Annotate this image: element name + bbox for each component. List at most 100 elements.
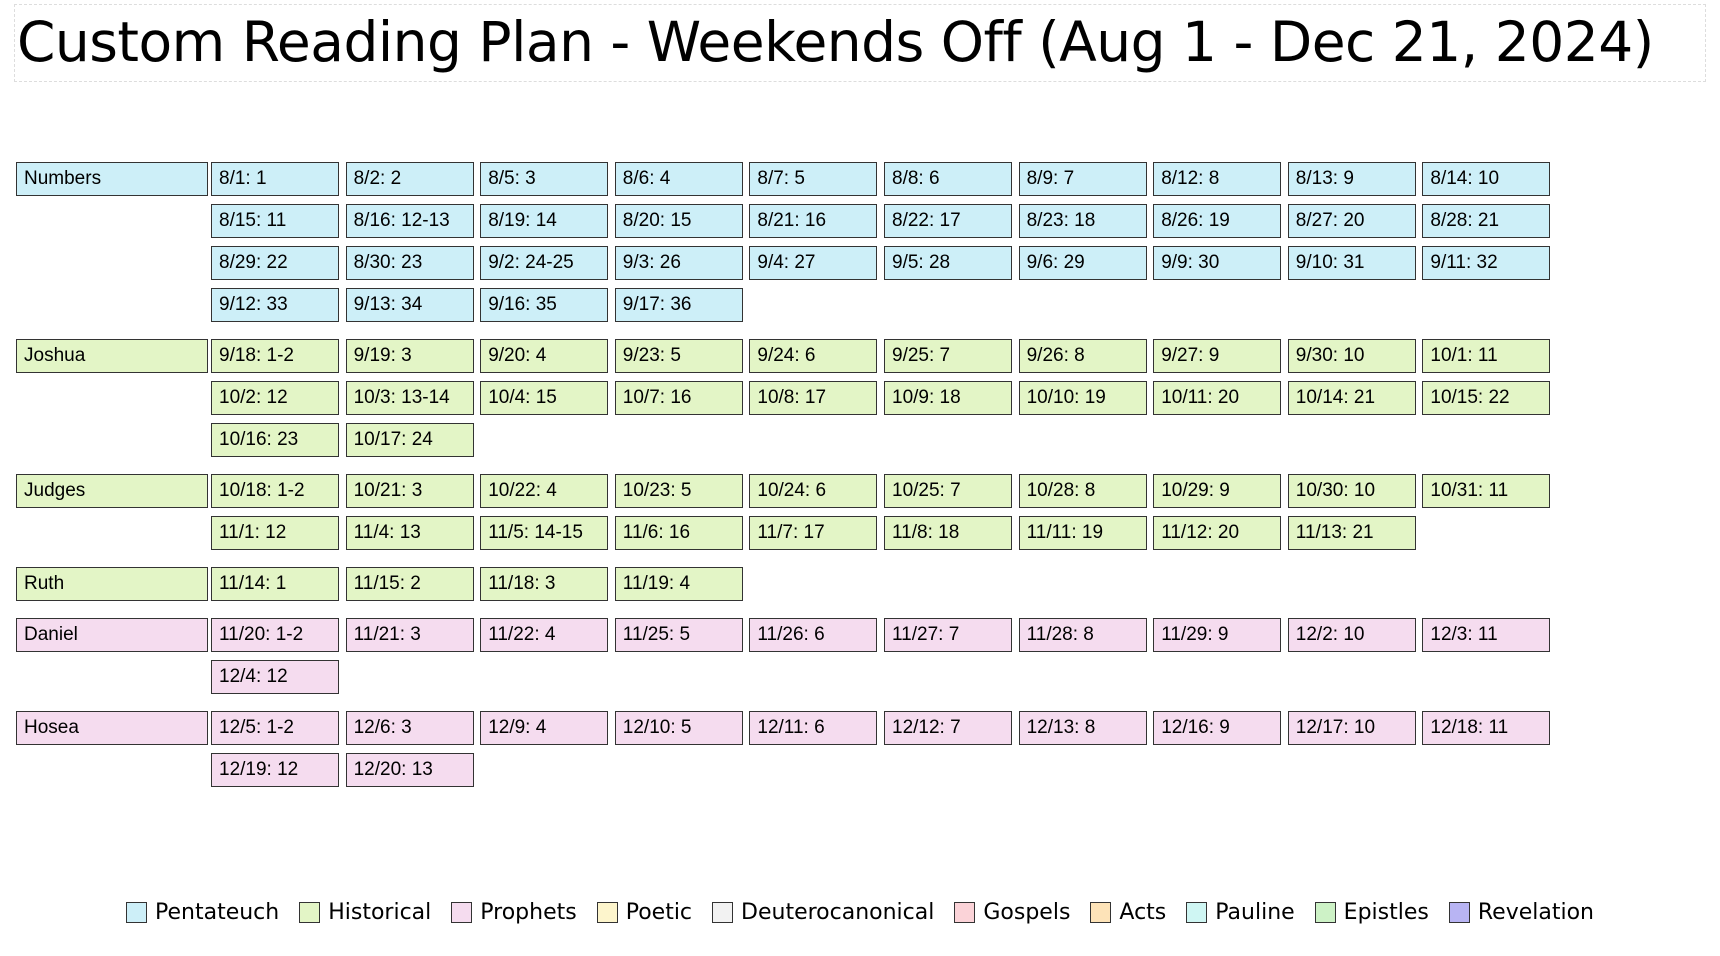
reading-cell: 8/8: 6 — [884, 162, 1012, 196]
reading-cell: 10/7: 16 — [614, 381, 743, 415]
reading-cell: 9/5: 28 — [884, 246, 1012, 280]
reading-cell: 8/27: 20 — [1287, 204, 1416, 238]
legend-item-acts: Acts — [1090, 900, 1166, 925]
legend-swatch — [299, 902, 321, 923]
book-label-daniel: Daniel — [16, 618, 208, 652]
legend-label: Historical — [328, 900, 432, 925]
reading-cell: 8/23: 18 — [1018, 204, 1147, 238]
reading-cell: 11/22: 4 — [480, 618, 609, 652]
reading-cell: 11/6: 16 — [614, 516, 743, 550]
reading-cell: 8/2: 2 — [345, 162, 474, 196]
reading-cell: 8/14: 10 — [1422, 162, 1551, 196]
reading-cell: 10/4: 15 — [480, 381, 609, 415]
legend-item-pentateuch: Pentateuch — [126, 900, 279, 925]
reading-cell: 11/11: 19 — [1018, 516, 1147, 550]
reading-cell: 11/27: 7 — [884, 618, 1012, 652]
reading-cell: 8/28: 21 — [1422, 204, 1551, 238]
reading-cell: 12/3: 11 — [1422, 618, 1551, 652]
title-box: Custom Reading Plan - Weekends Off (Aug … — [14, 4, 1706, 82]
reading-cell: 9/26: 8 — [1018, 339, 1147, 373]
reading-cell: 12/9: 4 — [480, 711, 609, 745]
reading-cell: 12/6: 3 — [345, 711, 474, 745]
legend-label: Revelation — [1477, 900, 1594, 925]
reading-cell: 9/19: 3 — [345, 339, 474, 373]
legend-item-pauline: Pauline — [1186, 900, 1295, 925]
reading-cell: 11/4: 13 — [345, 516, 474, 550]
reading-cell: 11/28: 8 — [1018, 618, 1147, 652]
legend-label: Gospels — [983, 900, 1071, 925]
book-label-ruth: Ruth — [16, 567, 208, 601]
reading-cell: 12/13: 8 — [1018, 711, 1147, 745]
reading-cell: 9/20: 4 — [480, 339, 609, 373]
reading-cell: 10/1: 11 — [1422, 339, 1551, 373]
reading-cell: 8/19: 14 — [480, 204, 609, 238]
reading-cell: 10/22: 4 — [480, 474, 609, 508]
book-label-judges: Judges — [16, 474, 208, 508]
reading-cell: 11/18: 3 — [480, 567, 609, 601]
reading-cell: 8/22: 17 — [884, 204, 1012, 238]
reading-cell: 8/16: 12-13 — [345, 204, 474, 238]
reading-cell: 11/12: 20 — [1153, 516, 1282, 550]
reading-cell: 9/12: 33 — [211, 288, 339, 322]
legend-swatch — [1090, 902, 1112, 923]
page-title: Custom Reading Plan - Weekends Off (Aug … — [17, 10, 1654, 74]
reading-cell: 11/15: 2 — [345, 567, 474, 601]
reading-cell: 11/20: 1-2 — [211, 618, 339, 652]
reading-cell: 8/29: 22 — [211, 246, 339, 280]
reading-cell: 10/24: 6 — [749, 474, 878, 508]
reading-cell: 8/1: 1 — [211, 162, 339, 196]
reading-cell: 9/18: 1-2 — [211, 339, 339, 373]
legend-label: Deuterocanonical — [741, 900, 935, 925]
legend-swatch — [1448, 902, 1470, 923]
legend-item-revelation: Revelation — [1448, 900, 1594, 925]
reading-cell: 10/11: 20 — [1153, 381, 1282, 415]
reading-cell: 10/31: 11 — [1422, 474, 1551, 508]
reading-cell: 12/16: 9 — [1153, 711, 1282, 745]
reading-cell: 12/17: 10 — [1287, 711, 1416, 745]
reading-cell: 9/13: 34 — [345, 288, 474, 322]
reading-cell: 11/26: 6 — [749, 618, 878, 652]
reading-cell: 10/15: 22 — [1422, 381, 1551, 415]
reading-cell: 9/17: 36 — [614, 288, 743, 322]
legend-swatch — [596, 902, 618, 923]
reading-cell: 10/8: 17 — [749, 381, 878, 415]
reading-cell: 8/7: 5 — [749, 162, 878, 196]
legend-swatch — [1314, 902, 1336, 923]
legend-label: Poetic — [625, 900, 693, 925]
reading-cell: 12/2: 10 — [1287, 618, 1416, 652]
legend-label: Pentateuch — [155, 900, 280, 925]
reading-cell: 10/16: 23 — [211, 423, 339, 457]
reading-cell: 10/29: 9 — [1153, 474, 1282, 508]
legend-swatch — [954, 902, 976, 923]
reading-cell: 11/29: 9 — [1153, 618, 1282, 652]
reading-cell: 12/18: 11 — [1422, 711, 1551, 745]
reading-cell: 8/9: 7 — [1018, 162, 1147, 196]
legend-item-deuterocanonical: Deuterocanonical — [712, 900, 934, 925]
reading-cell: 9/30: 10 — [1287, 339, 1416, 373]
reading-cell: 10/9: 18 — [884, 381, 1012, 415]
legend-label: Acts — [1119, 900, 1167, 925]
reading-cell: 11/1: 12 — [211, 516, 339, 550]
reading-cell: 11/21: 3 — [345, 618, 474, 652]
book-label-numbers: Numbers — [16, 162, 208, 196]
reading-cell: 9/25: 7 — [884, 339, 1012, 373]
reading-cell: 12/11: 6 — [749, 711, 878, 745]
reading-cell: 9/10: 31 — [1287, 246, 1416, 280]
legend-swatch — [712, 902, 734, 923]
reading-cell: 11/25: 5 — [614, 618, 743, 652]
reading-cell: 9/16: 35 — [480, 288, 609, 322]
reading-cell: 12/4: 12 — [211, 660, 339, 694]
reading-cell: 12/12: 7 — [884, 711, 1012, 745]
reading-cell: 9/6: 29 — [1018, 246, 1147, 280]
legend-item-historical: Historical — [299, 900, 431, 925]
reading-cell: 11/7: 17 — [749, 516, 878, 550]
reading-cell: 8/26: 19 — [1153, 204, 1282, 238]
reading-cell: 11/8: 18 — [884, 516, 1012, 550]
legend-swatch — [451, 902, 473, 923]
reading-cell: 10/18: 1-2 — [211, 474, 339, 508]
reading-cell: 10/30: 10 — [1287, 474, 1416, 508]
reading-cell: 10/28: 8 — [1018, 474, 1147, 508]
legend-swatch — [126, 902, 147, 923]
reading-cell: 8/15: 11 — [211, 204, 339, 238]
reading-cell: 12/10: 5 — [614, 711, 743, 745]
